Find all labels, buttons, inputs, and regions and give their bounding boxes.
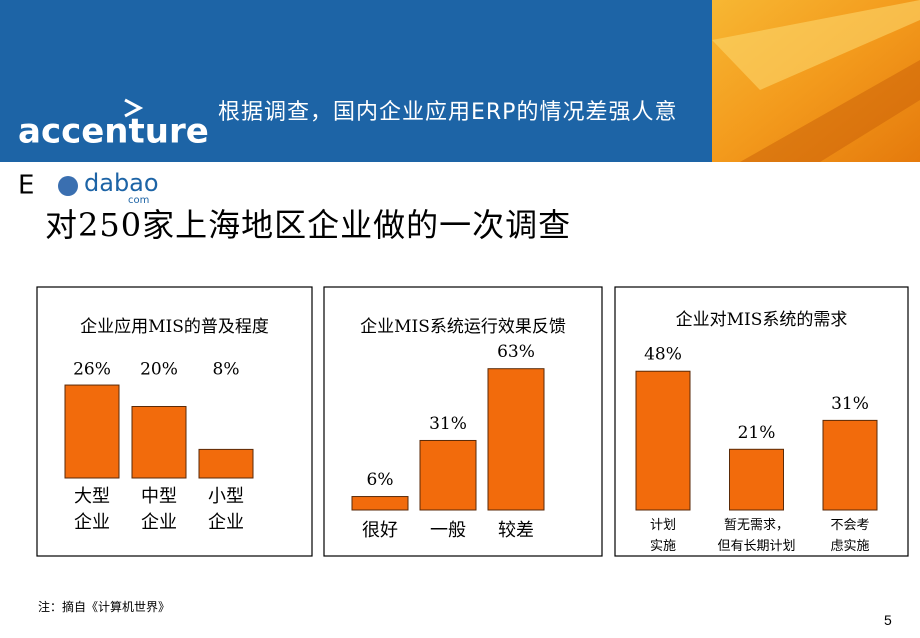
watermark-icon bbox=[58, 176, 78, 196]
watermark-domain: com bbox=[128, 195, 149, 206]
pencil bbox=[740, 60, 920, 162]
category-label: 一般 bbox=[430, 520, 466, 541]
category-label: 中型 企业 bbox=[141, 486, 177, 533]
value-label: 8% bbox=[213, 360, 240, 380]
category-label: 暂无需求， 但有长期计划 bbox=[717, 518, 796, 554]
pencil bbox=[712, 0, 920, 90]
watermark-left: E bbox=[18, 171, 34, 201]
logo-mark bbox=[124, 98, 144, 118]
value-label: 26% bbox=[73, 360, 111, 380]
category-label: 不会考 虑实施 bbox=[830, 518, 870, 554]
value-label: 21% bbox=[738, 423, 776, 443]
category-label: 较差 bbox=[498, 520, 534, 541]
value-label: 31% bbox=[429, 414, 467, 434]
bar bbox=[198, 448, 254, 479]
watermark-main: dabao bbox=[84, 169, 159, 197]
subtitle: 对250家上海地区企业做的一次调查 bbox=[45, 206, 572, 244]
category-label: 小型 企业 bbox=[208, 486, 244, 533]
bar bbox=[822, 419, 878, 511]
header-band bbox=[0, 0, 712, 162]
chart-title: 企业MIS系统运行效果反馈 bbox=[360, 317, 566, 337]
chart-panel bbox=[323, 286, 603, 557]
chart-panel bbox=[614, 286, 909, 557]
chart-title: 企业对MIS系统的需求 bbox=[675, 310, 848, 330]
chart-panel bbox=[36, 286, 313, 557]
value-label: 6% bbox=[367, 470, 394, 490]
bar bbox=[131, 406, 187, 479]
category-label: 计划 实施 bbox=[649, 518, 676, 554]
bar bbox=[487, 368, 545, 511]
value-label: 20% bbox=[140, 360, 178, 380]
value-label: 48% bbox=[644, 345, 682, 365]
bar bbox=[635, 370, 691, 511]
bar bbox=[351, 496, 409, 511]
logo: accenture bbox=[18, 112, 209, 152]
chart-title: 企业应用MIS的普及程度 bbox=[80, 317, 269, 337]
value-label: 63% bbox=[497, 342, 535, 362]
category-label: 大型 企业 bbox=[74, 486, 110, 533]
bar bbox=[729, 448, 784, 511]
bar bbox=[419, 439, 477, 511]
value-label: 31% bbox=[831, 394, 869, 414]
footer-note: 注：摘自《计算机世界》 bbox=[38, 600, 171, 614]
page-number: 5 bbox=[884, 612, 892, 628]
category-label: 很好 bbox=[362, 520, 398, 541]
header-title: 根据调查，国内企业应用ERP的情况差强人意 bbox=[218, 100, 678, 125]
bar bbox=[64, 384, 120, 479]
